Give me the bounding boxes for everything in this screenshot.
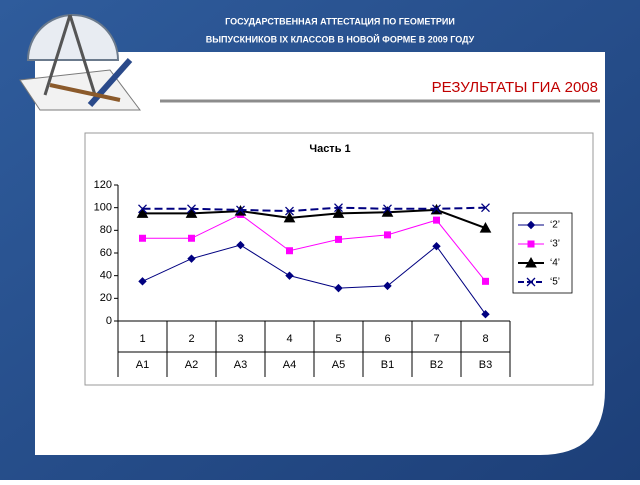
slide-title: РЕЗУЛЬТАТЫ ГИА 2008 (432, 79, 598, 96)
x-group-label: А2 (185, 359, 198, 371)
x-tick-label: 1 (139, 333, 145, 345)
legend-marker (526, 277, 536, 287)
legend-marker (526, 220, 536, 230)
legend-label: ‘5’ (550, 277, 560, 288)
geometry-icon (19, 14, 141, 111)
x-tick-label: 8 (482, 333, 488, 345)
x-group-label: В1 (381, 359, 394, 371)
data-point (334, 203, 343, 213)
data-point (332, 207, 345, 218)
data-point (384, 231, 391, 239)
x-group-label: В3 (479, 359, 492, 371)
series-line (142, 208, 486, 230)
legend-label: ‘2’ (550, 220, 560, 231)
series-line (142, 244, 486, 315)
legend-label: ‘4’ (550, 258, 560, 269)
x-tick-label: 2 (188, 333, 194, 345)
data-point (482, 277, 489, 285)
legend-marker (527, 240, 535, 248)
header-line: ГОСУДАРСТВЕННАЯ АТТЕСТАЦИЯ ПО ГЕОМЕТРИИ (225, 16, 455, 26)
series-line (142, 213, 486, 282)
legend-box (512, 212, 573, 294)
data-point (481, 203, 490, 213)
y-tick-label: 40 (100, 270, 112, 282)
data-point (283, 211, 296, 223)
data-point (236, 205, 245, 215)
y-tick-label: 60 (100, 247, 112, 259)
chart-frame (84, 132, 594, 386)
y-tick-label: 20 (100, 292, 112, 304)
data-point (481, 309, 490, 319)
y-tick-label: 100 (94, 202, 112, 214)
data-point (138, 277, 147, 286)
legend-label: ‘3’ (550, 239, 560, 250)
data-point (285, 271, 294, 280)
data-point (139, 234, 146, 242)
data-point (383, 281, 392, 291)
x-group-label: А4 (283, 359, 296, 371)
data-point (433, 216, 440, 224)
x-tick-label: 4 (286, 333, 292, 345)
data-point (187, 204, 196, 214)
data-point (432, 241, 441, 251)
x-tick-label: 3 (237, 333, 243, 345)
data-point (432, 204, 441, 214)
x-group-label: А3 (234, 359, 247, 371)
y-tick-label: 80 (100, 224, 112, 236)
legend-marker (525, 256, 537, 268)
data-point (236, 240, 245, 250)
data-point (185, 207, 198, 218)
x-tick-label: 7 (433, 333, 439, 345)
header-line: ВЫПУСКНИКОВ IX КЛАССОВ В НОВОЙ ФОРМЕ В 2… (206, 33, 475, 44)
data-point (187, 254, 196, 263)
data-point (334, 283, 343, 293)
data-point (138, 204, 147, 214)
x-group-label: А1 (136, 359, 149, 371)
data-point (479, 222, 492, 233)
data-point (188, 234, 195, 242)
x-group-label: В2 (430, 359, 443, 371)
data-point (383, 204, 392, 214)
x-group-label: А5 (332, 359, 345, 371)
y-tick-label: 120 (94, 179, 112, 191)
data-point (286, 247, 293, 255)
data-point (285, 206, 294, 216)
data-point (335, 235, 342, 243)
x-tick-label: 6 (384, 333, 390, 345)
y-tick-label: 0 (106, 315, 112, 327)
x-tick-label: 5 (335, 333, 341, 345)
series-line (142, 206, 486, 213)
chart-title: Часть 1 (309, 143, 350, 155)
data-point (136, 207, 149, 218)
